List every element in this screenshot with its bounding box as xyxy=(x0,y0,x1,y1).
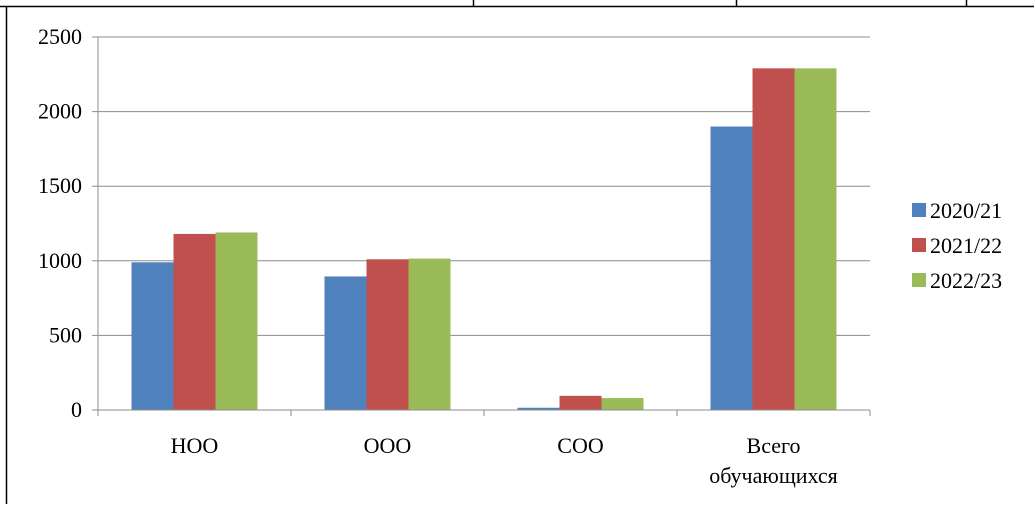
legend-label: 2021/22 xyxy=(930,233,1002,258)
y-axis-tick-labels: 0 500 1000 1500 2000 2500 xyxy=(38,24,82,422)
legend-label: 2022/23 xyxy=(930,268,1002,293)
bar-2020-21-0 xyxy=(131,262,174,410)
bar-2021-22-3 xyxy=(752,68,795,410)
bars xyxy=(131,68,837,411)
y-tick-label: 2000 xyxy=(38,99,82,124)
bar-2022-23-0 xyxy=(215,232,258,410)
bar-2022-23-3 xyxy=(794,68,837,410)
y-tick-label: 1500 xyxy=(38,173,82,198)
legend-swatch-2020-21 xyxy=(912,203,926,217)
bar-2020-21-3 xyxy=(710,126,753,411)
legend-label: 2020/21 xyxy=(930,198,1002,223)
x-category-label: СОО xyxy=(557,433,603,458)
y-tick-label: 500 xyxy=(49,322,82,347)
legend-swatch-2022-23 xyxy=(912,273,926,287)
y-tick-label: 0 xyxy=(71,397,82,422)
axes xyxy=(92,36,871,416)
y-tick-label: 1000 xyxy=(38,248,82,273)
bar-2020-21-2 xyxy=(517,407,560,410)
x-axis-tick-labels: НОО ООО СОО Всего обучающихся xyxy=(171,433,838,488)
x-category-label: Всего xyxy=(747,433,801,458)
x-category-label: ООО xyxy=(364,433,412,458)
x-category-label: НОО xyxy=(171,433,219,458)
bar-2021-22-1 xyxy=(366,259,409,410)
bar-2020-21-1 xyxy=(324,276,367,410)
bar-2021-22-0 xyxy=(173,233,216,410)
bar-2022-23-2 xyxy=(601,398,644,410)
bar-2021-22-2 xyxy=(559,395,602,410)
y-tick-label: 2500 xyxy=(38,24,82,49)
legend-swatch-2021-22 xyxy=(912,238,926,252)
x-category-label: обучающихся xyxy=(709,463,838,488)
legend: 2020/21 2021/22 2022/23 xyxy=(912,198,1002,293)
bar-2022-23-1 xyxy=(408,258,451,410)
